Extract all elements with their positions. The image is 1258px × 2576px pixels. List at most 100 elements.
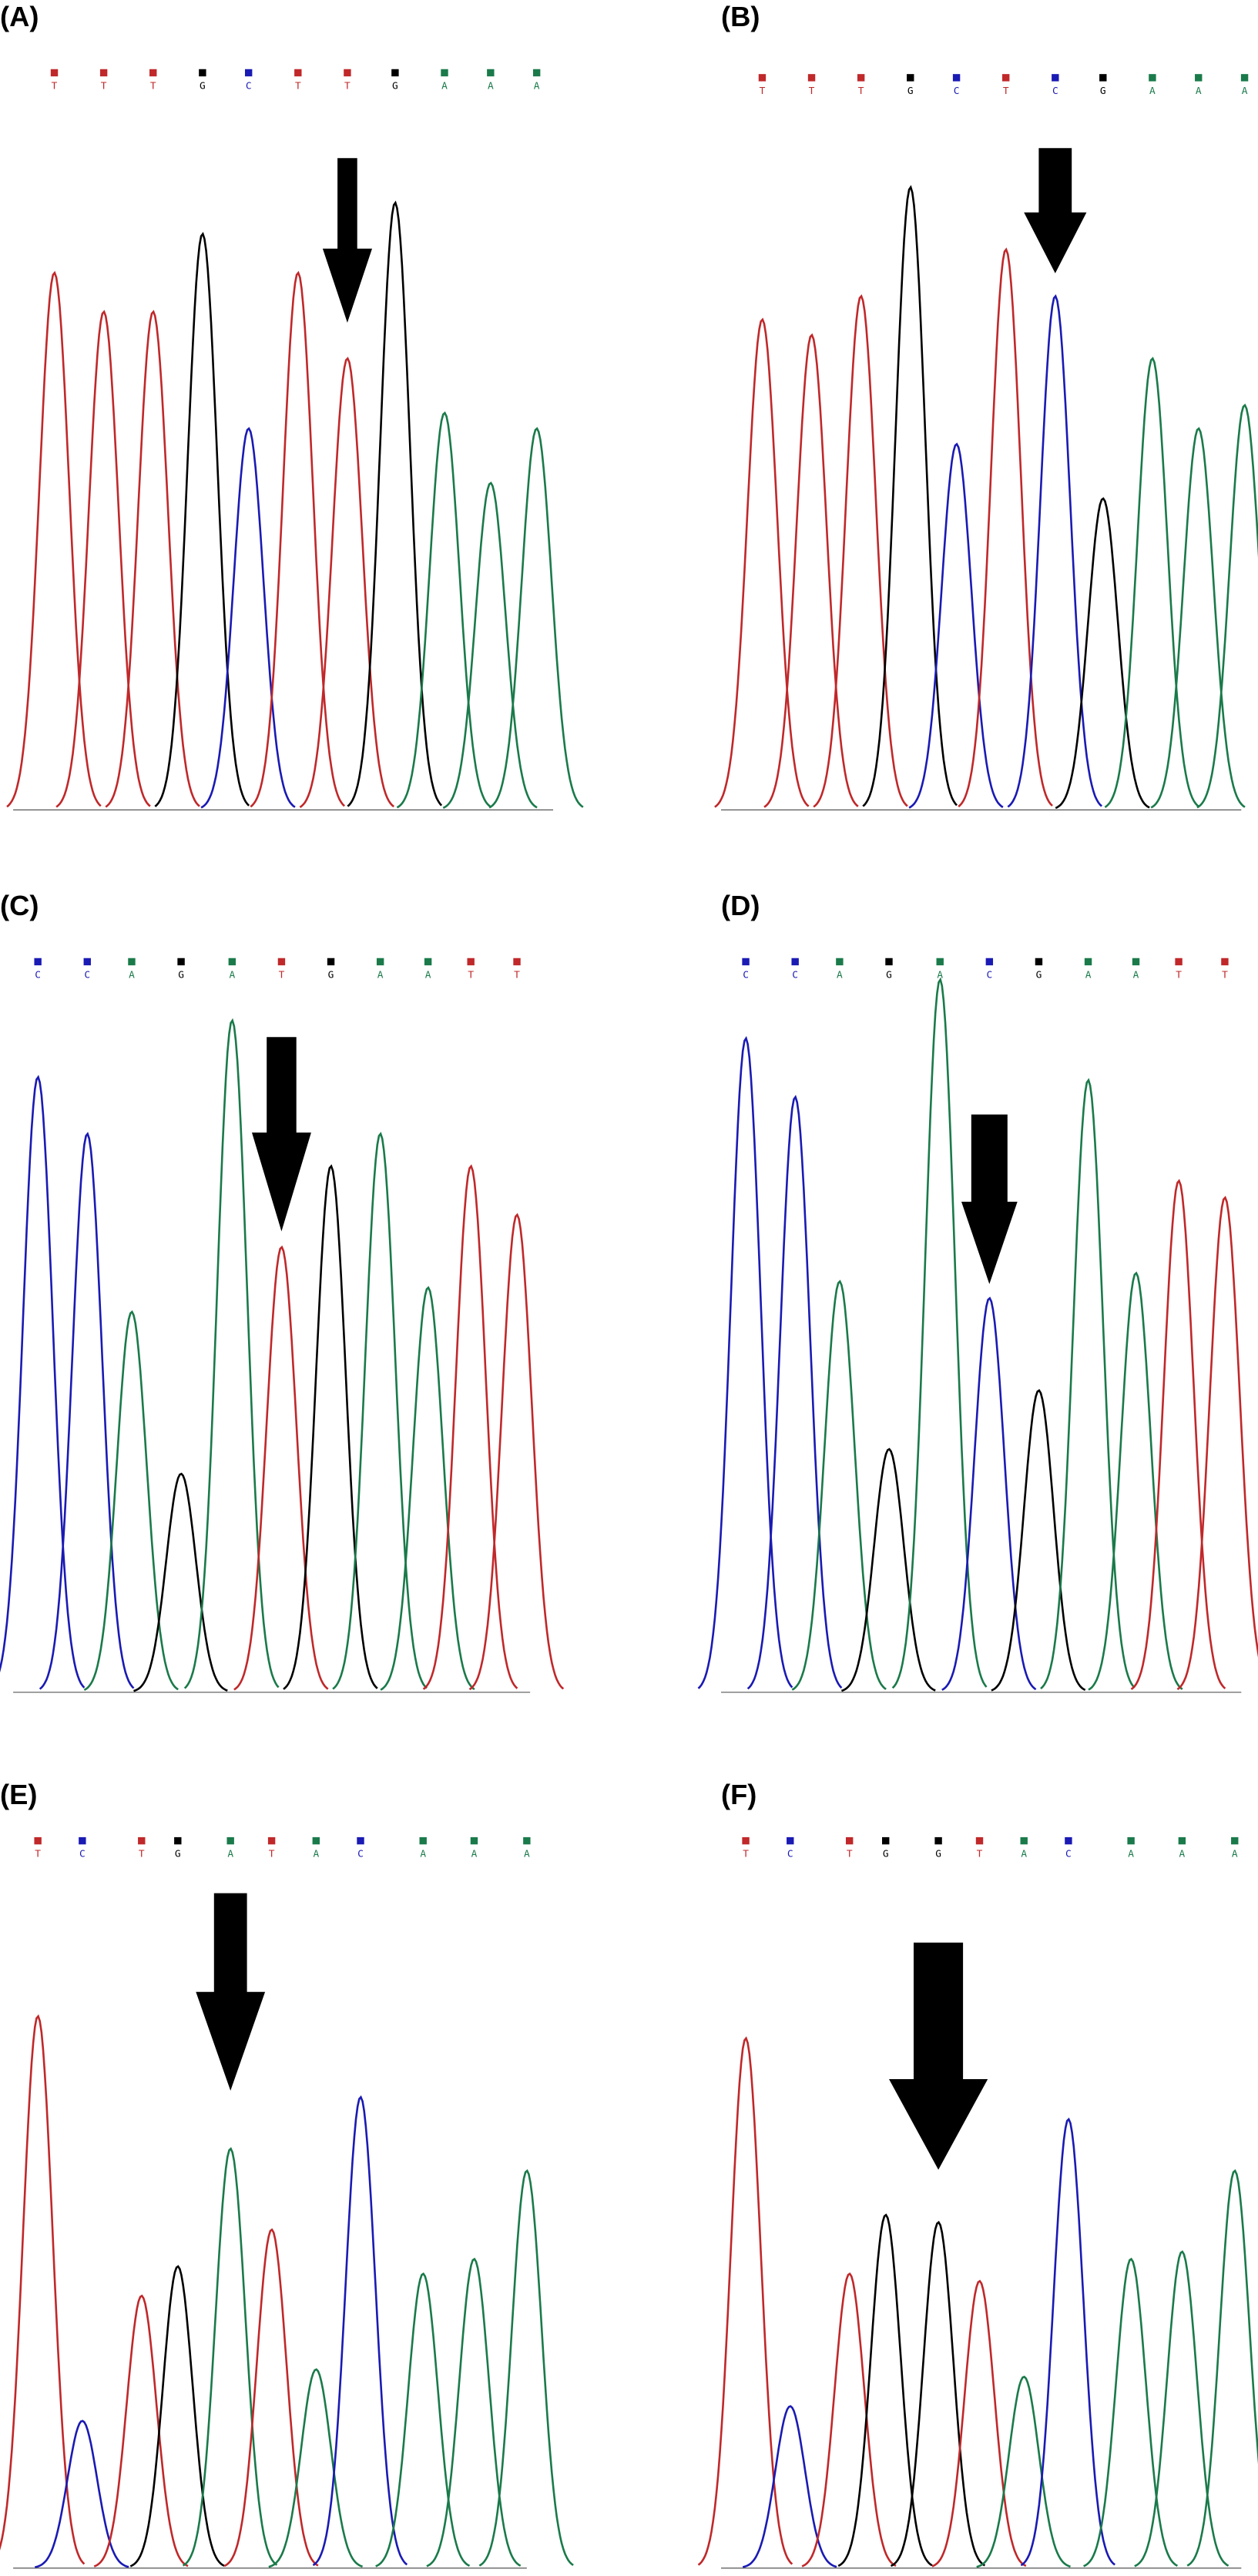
base-call-letter: T: [977, 1849, 983, 1860]
base-call-marker: [742, 1836, 750, 1845]
base-call-letter: T: [295, 80, 301, 92]
base-call-letter: C: [954, 86, 960, 97]
base-call-marker: [50, 69, 59, 77]
base-call-letter: A: [1242, 86, 1248, 97]
base-call-marker: [226, 1836, 234, 1845]
base-call-letter: A: [227, 1849, 233, 1860]
base-call-letter: A: [534, 80, 540, 92]
base-call-letter: C: [1052, 86, 1058, 97]
base-call-marker: [149, 69, 157, 77]
base-call-marker: [424, 958, 432, 966]
trace-peak-G: [862, 185, 958, 807]
base-call-marker: [807, 74, 816, 82]
trace-peak-G: [347, 200, 443, 807]
trace-peak-C: [941, 1296, 1037, 1691]
base-call-letter: A: [524, 1849, 530, 1860]
base-call-letter: A: [1085, 969, 1092, 981]
trace-peak-A: [380, 1286, 475, 1691]
base-call-letter: A: [1133, 969, 1139, 981]
trace-peak-G: [841, 1447, 936, 1692]
trace-peak-G: [890, 2220, 986, 2568]
base-call-letter: T: [35, 1849, 41, 1860]
base-call-marker: [1127, 1836, 1135, 1845]
trace-peak-A: [183, 1018, 280, 1689]
mutation-arrow: [196, 1893, 266, 2091]
trace-peak-C: [200, 427, 296, 809]
base-call-marker: [441, 69, 448, 77]
base-call-marker: [467, 958, 475, 966]
trace-peak-G: [283, 1164, 378, 1690]
base-call-letter: T: [514, 969, 520, 981]
base-call-letter: A: [1179, 1849, 1186, 1860]
trace-peak-A: [1150, 427, 1246, 809]
base-call-letter: G: [178, 969, 184, 981]
base-call-marker: [1178, 1836, 1186, 1845]
trace-peak-T: [299, 357, 395, 808]
base-call-marker: [177, 958, 185, 966]
base-call-letter: T: [101, 80, 107, 92]
base-call-letter: T: [1176, 969, 1182, 981]
trace-peak-A: [891, 977, 988, 1689]
base-call-letter: A: [441, 80, 448, 92]
base-call-marker: [470, 1836, 478, 1845]
trace-peak-T: [6, 270, 102, 808]
base-call-letter: C: [743, 969, 749, 981]
base-call-marker: [99, 69, 108, 77]
base-call-letter: C: [35, 969, 41, 981]
trace-peak-C: [0, 1075, 86, 1689]
base-call-letter: G: [886, 969, 892, 981]
mutation-arrow: [252, 1037, 311, 1232]
base-call-marker: [244, 69, 253, 77]
base-call-marker: [1195, 74, 1203, 82]
trace-peak-A: [332, 1132, 428, 1690]
base-call-letter: G: [935, 1849, 941, 1860]
trace-peak-T: [250, 270, 345, 808]
base-call-letter: C: [246, 80, 252, 92]
base-call-marker: [1020, 1836, 1028, 1845]
base-call-marker: [128, 958, 136, 966]
trace-peak-T: [763, 333, 859, 808]
base-call-marker: [742, 958, 750, 966]
base-call-marker: [1035, 958, 1043, 966]
base-call-marker: [1231, 1836, 1239, 1845]
trace-peak-T: [958, 247, 1053, 808]
panel-f: (F) T C T G G T A C A A A: [697, 1779, 1258, 2569]
trace-peak-A: [488, 427, 584, 809]
trace-peak-G: [837, 2213, 933, 2568]
base-call-letter: A: [1021, 1849, 1027, 1860]
base-call-letter: G: [883, 1849, 889, 1860]
base-call-letter: A: [1196, 86, 1202, 97]
base-call-marker: [344, 69, 351, 77]
base-call-letter: G: [1036, 969, 1042, 981]
panel-label: (E): [0, 1779, 37, 1810]
base-call-marker: [174, 1836, 182, 1845]
trace-peak-T: [0, 2014, 86, 2565]
trace-peak-T: [1176, 1196, 1258, 1691]
base-call-marker: [327, 958, 335, 966]
base-call-letter: C: [787, 1849, 793, 1860]
base-call-marker: [312, 1836, 320, 1845]
trace-peak-G: [991, 1389, 1086, 1692]
base-call-letter: A: [129, 969, 135, 981]
base-call-marker: [79, 1836, 86, 1845]
trace-peak-A: [375, 2272, 471, 2568]
base-call-letter: T: [344, 80, 351, 92]
panel-d: (D) C C A G A C G A A T T: [697, 890, 1258, 1693]
base-call-marker: [523, 1836, 531, 1845]
base-call-marker: [487, 69, 495, 77]
trace-peak-A: [1040, 1078, 1136, 1690]
trace-peak-A: [83, 1310, 179, 1692]
trace-peak-T: [1130, 1179, 1226, 1690]
base-call-marker: [1065, 1836, 1072, 1845]
panel-b: (B) T T T G C T C G A A A: [714, 1, 1258, 811]
trace-peak-C: [1020, 2117, 1115, 2567]
base-call-marker: [532, 69, 541, 77]
trace-peak-T: [93, 2294, 189, 2568]
trace-peak-T: [223, 2228, 319, 2568]
base-call-letter: T: [150, 80, 156, 92]
trace-peak-T: [468, 1213, 565, 1691]
trace-peak-A: [1083, 2257, 1179, 2568]
trace-peak-T: [813, 293, 908, 808]
base-call-letter: A: [1232, 1849, 1238, 1860]
trace-peak-A: [1104, 357, 1200, 808]
